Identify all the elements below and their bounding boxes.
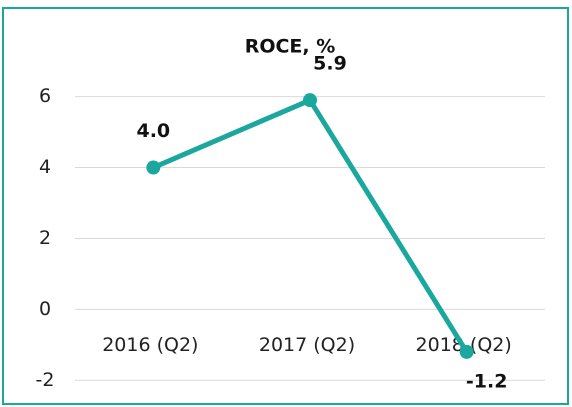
y-tick-label: 0	[39, 298, 51, 320]
y-tick-label: -2	[36, 369, 55, 391]
y-tick-label: 2	[39, 227, 51, 249]
point	[146, 160, 161, 175]
point	[459, 344, 474, 359]
y-tick-label: 4	[39, 156, 51, 178]
chart-title: ROCE, %	[245, 36, 336, 58]
x-tick-label: 2016 (Q2)	[102, 334, 198, 356]
y-tick-label: 6	[39, 85, 51, 107]
line	[152, 97, 469, 354]
data-label: -1.2	[466, 370, 508, 392]
data-label: 5.9	[313, 53, 347, 75]
x-tick-label: 2017 (Q2)	[259, 334, 355, 356]
point	[303, 93, 317, 108]
data-label: 4.0	[136, 120, 170, 142]
frame	[2, 7, 569, 405]
